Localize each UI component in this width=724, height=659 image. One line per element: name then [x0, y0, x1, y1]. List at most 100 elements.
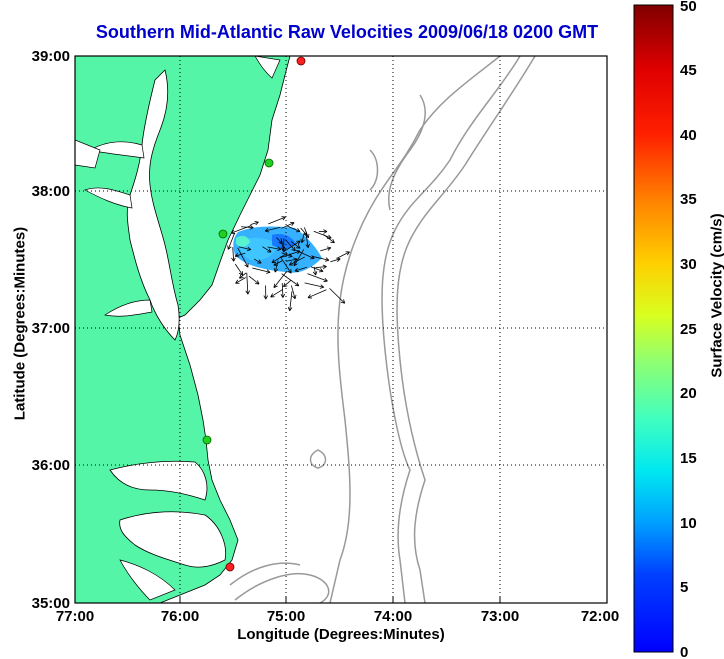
- velocity-arrow: [268, 216, 286, 225]
- velocity-arrow-head: [294, 246, 296, 251]
- x-tick-label: 73:00: [481, 608, 519, 625]
- velocity-arrow-head: [337, 258, 341, 262]
- station-marker: [218, 229, 228, 239]
- velocity-arrow-head: [273, 268, 276, 273]
- velocity-arrow-head: [298, 244, 301, 249]
- velocity-arrow-head: [239, 277, 244, 279]
- velocity-arrow-head: [227, 245, 229, 250]
- velocity-arrow-head: [319, 286, 324, 289]
- velocity-arrow: [273, 270, 288, 288]
- velocity-arrow: [291, 285, 296, 299]
- velocity-arrow-head: [311, 255, 315, 259]
- velocity-arrow-head: [324, 259, 330, 262]
- velocity-arrow-head: [271, 259, 275, 263]
- colorbar-tick-label: 40: [680, 127, 697, 144]
- velocity-arrow-head: [320, 268, 324, 272]
- velocity-arrow: [323, 234, 335, 244]
- velocity-arrow: [312, 256, 330, 261]
- velocity-arrow: [305, 232, 309, 248]
- velocity-arrow: [283, 279, 292, 287]
- velocity-arrow-head: [273, 283, 275, 288]
- velocity-arrow: [252, 267, 271, 273]
- velocity-arrow-head: [238, 272, 243, 276]
- velocity-arrow-head: [277, 246, 282, 250]
- velocity-arrow: [307, 289, 327, 299]
- y-tick-label: 38:00: [32, 183, 70, 200]
- velocity-arrow-head: [343, 299, 346, 304]
- velocity-arrow: [262, 246, 272, 253]
- velocity-arrow-head: [328, 234, 332, 239]
- plot-frame: [74, 55, 608, 604]
- velocity-arrow: [296, 250, 315, 259]
- velocity-arrow-head: [291, 222, 295, 227]
- velocity-arrow: [234, 263, 243, 276]
- velocity-arrow-head: [246, 249, 251, 252]
- velocity-arrow: [231, 225, 252, 234]
- velocity-arrow-head: [273, 261, 277, 266]
- velocity-arrow-head: [273, 285, 278, 288]
- velocity-arrow: [270, 289, 283, 298]
- velocity-arrow-head: [281, 248, 285, 253]
- velocity-arrow-head: [249, 227, 254, 230]
- velocity-arrow-head: [327, 237, 332, 239]
- velocity-arrow: [337, 251, 350, 259]
- grid-lines: [75, 56, 607, 603]
- velocity-arrow: [285, 258, 298, 262]
- station-marker: [296, 56, 306, 66]
- velocity-arrow-head: [300, 238, 303, 243]
- x-axis: 77:00 76:00 75:00 74:00 73:00 72:00: [56, 597, 619, 625]
- velocity-arrow-head: [270, 293, 273, 298]
- velocity-arrow: [294, 266, 308, 272]
- y-tick-label: 39:00: [32, 48, 70, 65]
- velocity-arrow-head: [234, 253, 239, 257]
- velocity-arrow: [239, 272, 247, 279]
- velocity-arrow-head: [280, 239, 283, 244]
- velocity-arrow: [250, 221, 259, 225]
- velocity-arrow-head: [320, 284, 325, 288]
- velocity-arrow: [289, 291, 293, 311]
- velocity-arrow-head: [323, 280, 328, 283]
- velocity-arrow: [267, 246, 281, 250]
- velocity-arrow-head: [322, 264, 327, 267]
- velocity-arrow-head: [294, 267, 298, 272]
- velocity-arrow: [281, 273, 300, 287]
- velocity-arrow: [237, 247, 249, 268]
- colorbar-tick-label: 25: [680, 321, 697, 338]
- station-marker: [264, 158, 274, 168]
- velocity-arrow-head: [307, 294, 311, 298]
- velocity-arrow-head: [296, 247, 301, 249]
- velocity-arrow-head: [231, 257, 234, 262]
- velocity-arrow-head: [283, 285, 288, 288]
- velocity-arrow-head: [291, 249, 296, 252]
- velocity-arrow-head: [264, 228, 269, 232]
- velocity-arrow-head: [287, 270, 292, 274]
- velocity-arrow-head: [288, 256, 293, 258]
- colorbar-tick-label: 45: [680, 62, 697, 79]
- velocity-arrow-head: [280, 293, 284, 298]
- colorbar-tick-label: 15: [680, 450, 697, 467]
- velocity-arrow-head: [254, 220, 259, 223]
- velocity-arrow-head: [340, 301, 345, 304]
- velocity-arrow-head: [301, 239, 305, 244]
- velocity-arrow-head: [305, 231, 308, 236]
- velocity-arrow: [246, 272, 249, 295]
- colorbar-tick-label: 5: [680, 579, 688, 596]
- velocity-arrow: [293, 249, 305, 266]
- velocity-arrow-head: [294, 270, 299, 273]
- velocity-arrow-head: [307, 243, 310, 248]
- velocity-arrow-head: [297, 240, 301, 245]
- velocity-arrow-head: [263, 295, 267, 300]
- velocity-arrow: [286, 225, 301, 232]
- velocity-arrow-head: [244, 264, 249, 268]
- x-tick-label: 75:00: [267, 608, 305, 625]
- velocity-arrow-head: [289, 253, 293, 257]
- velocity-arrow-head: [258, 259, 262, 264]
- velocity-arrow-head: [293, 257, 298, 260]
- velocity-arrow-head: [282, 293, 286, 298]
- velocity-arrow-head: [323, 231, 328, 234]
- velocity-arrow-head: [245, 290, 249, 295]
- velocity-arrow: [285, 239, 296, 252]
- velocity-arrow-head: [292, 295, 296, 300]
- velocity-arrow: [290, 241, 301, 249]
- velocity-arrow-head: [266, 271, 271, 274]
